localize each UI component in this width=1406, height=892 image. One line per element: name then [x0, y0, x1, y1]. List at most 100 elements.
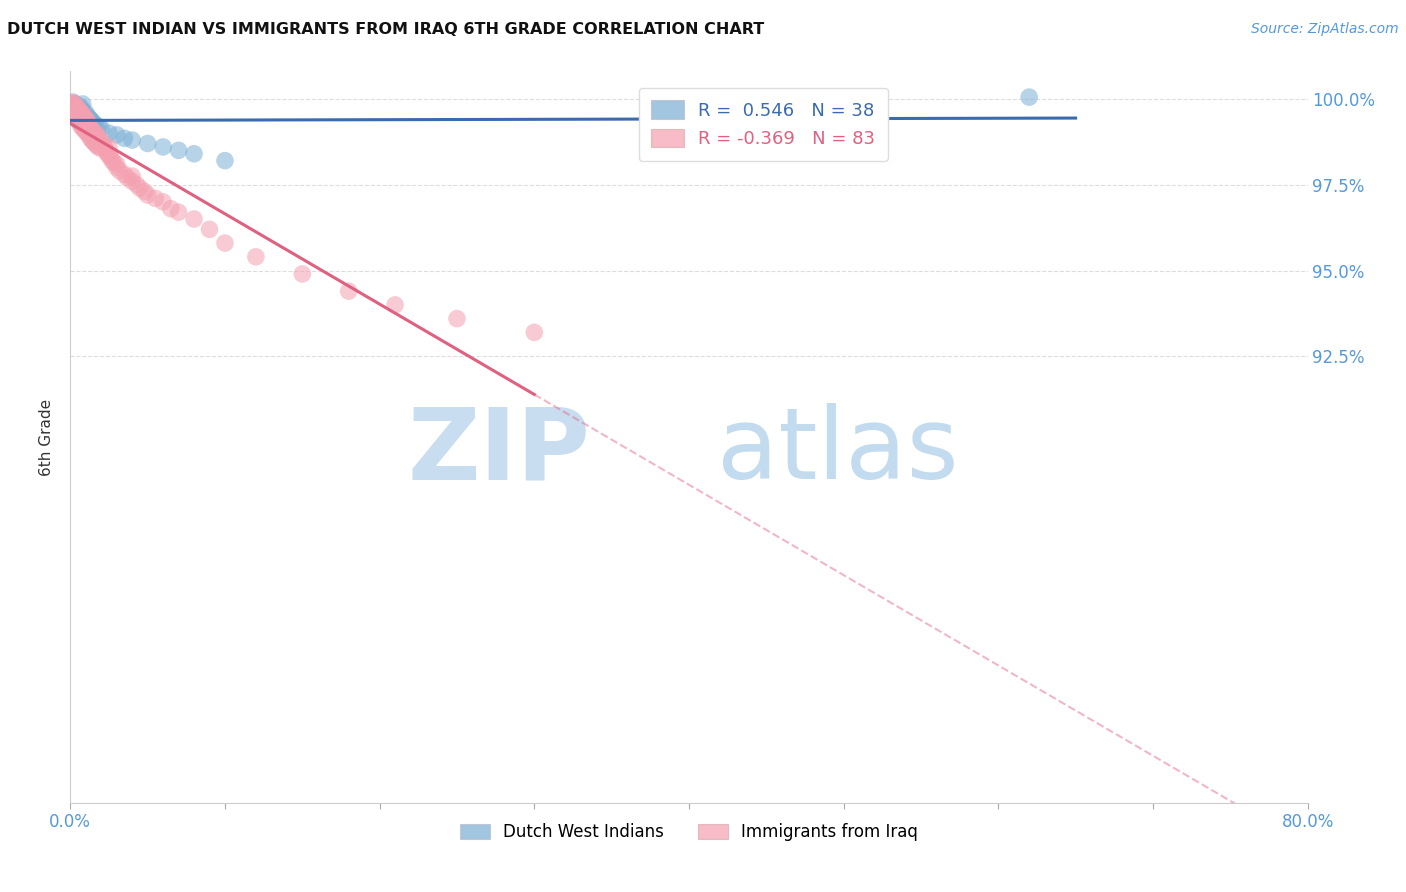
Point	[67, 107, 90, 121]
Point	[69, 102, 91, 116]
Point	[523, 326, 546, 340]
Point	[125, 178, 148, 192]
Point	[145, 191, 166, 205]
Point	[100, 150, 122, 164]
Point	[84, 118, 107, 132]
Text: ZIP: ZIP	[408, 403, 591, 500]
Point	[152, 194, 174, 209]
Point	[75, 112, 97, 127]
Point	[63, 105, 86, 120]
Point	[90, 142, 112, 156]
Point	[72, 107, 94, 121]
Point	[75, 124, 97, 138]
Point	[77, 120, 100, 134]
Point	[117, 170, 139, 185]
Point	[167, 205, 190, 219]
Point	[87, 140, 110, 154]
Point	[67, 98, 90, 112]
Point	[94, 144, 117, 158]
Point	[87, 129, 110, 144]
Point	[72, 103, 94, 118]
Point	[82, 135, 105, 149]
Point	[69, 116, 91, 130]
Point	[80, 114, 103, 128]
Point	[75, 105, 97, 120]
Text: atlas: atlas	[717, 403, 959, 500]
Point	[105, 128, 128, 142]
Point	[76, 116, 98, 130]
Point	[86, 128, 108, 142]
Point	[65, 100, 87, 114]
Point	[1018, 90, 1040, 104]
Point	[63, 107, 86, 121]
Point	[62, 97, 84, 112]
Point	[152, 140, 174, 154]
Point	[101, 153, 124, 168]
Point	[70, 100, 93, 114]
Point	[72, 97, 94, 112]
Point	[90, 135, 112, 149]
Point	[84, 126, 107, 140]
Point	[67, 105, 90, 120]
Text: DUTCH WEST INDIAN VS IMMIGRANTS FROM IRAQ 6TH GRADE CORRELATION CHART: DUTCH WEST INDIAN VS IMMIGRANTS FROM IRA…	[7, 22, 765, 37]
Point	[98, 140, 120, 154]
Point	[65, 112, 87, 127]
Legend: Dutch West Indians, Immigrants from Iraq: Dutch West Indians, Immigrants from Iraq	[451, 814, 927, 849]
Point	[70, 120, 93, 134]
Point	[63, 97, 86, 112]
Point	[72, 121, 94, 136]
Point	[62, 102, 84, 116]
Point	[214, 153, 236, 168]
Point	[65, 100, 87, 114]
Point	[84, 136, 107, 151]
Point	[70, 105, 93, 120]
Point	[82, 116, 105, 130]
Point	[96, 146, 118, 161]
Point	[80, 122, 103, 136]
Point	[73, 107, 96, 121]
Point	[89, 133, 111, 147]
Point	[105, 157, 128, 171]
Point	[79, 131, 101, 145]
Point	[69, 103, 91, 118]
Point	[70, 114, 93, 128]
Point	[73, 122, 96, 136]
Point	[121, 174, 143, 188]
Point	[108, 164, 131, 178]
Point	[60, 95, 83, 110]
Point	[73, 111, 96, 125]
Point	[183, 212, 205, 227]
Point	[134, 185, 156, 199]
Point	[214, 235, 236, 250]
Point	[70, 109, 93, 123]
Point	[103, 155, 125, 169]
Point	[384, 298, 406, 312]
Point	[65, 109, 87, 123]
Point	[121, 169, 143, 183]
Point	[446, 311, 468, 326]
Point	[80, 133, 103, 147]
Point	[60, 98, 83, 112]
Point	[167, 144, 190, 158]
Point	[98, 148, 120, 162]
Point	[69, 105, 91, 120]
Point	[91, 136, 114, 151]
Point	[62, 95, 84, 110]
Point	[67, 102, 90, 116]
Point	[76, 113, 98, 128]
Point	[86, 138, 108, 153]
Point	[63, 98, 86, 112]
Point	[76, 126, 98, 140]
Point	[90, 121, 112, 136]
Text: Source: ZipAtlas.com: Source: ZipAtlas.com	[1251, 22, 1399, 37]
Point	[183, 146, 205, 161]
Point	[62, 105, 84, 120]
Point	[245, 250, 267, 264]
Point	[136, 136, 159, 151]
Point	[291, 267, 314, 281]
Point	[60, 100, 83, 114]
Point	[105, 161, 128, 175]
Point	[98, 126, 120, 140]
Point	[79, 121, 101, 136]
Point	[93, 140, 115, 154]
